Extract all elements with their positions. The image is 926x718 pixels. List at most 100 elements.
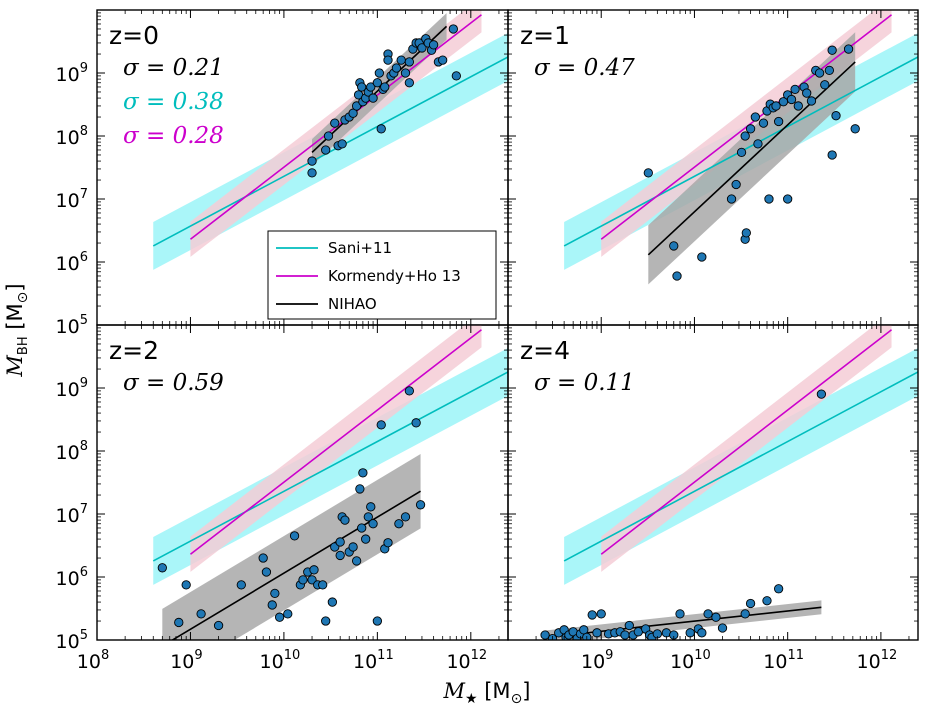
data-point	[391, 63, 402, 73]
y-axis-label-unit-close: ]	[3, 283, 27, 291]
legend: Sani+11 Kormendy+Ho 13 NIHAO	[267, 230, 497, 320]
y-tick-label: 107	[56, 187, 88, 212]
x-tick-label: 1012	[857, 648, 898, 673]
x-tick-label-exponent: 9	[194, 648, 202, 663]
data-point	[736, 147, 747, 158]
data-point	[196, 609, 206, 619]
data-point	[726, 194, 737, 204]
data-point	[669, 241, 679, 251]
data-point	[417, 43, 427, 53]
data-point	[438, 55, 448, 65]
data-point	[318, 580, 328, 590]
x-tick-label-exponent: 9	[605, 648, 613, 663]
data-point	[793, 101, 803, 111]
x-tick-label: 1011	[353, 648, 394, 673]
x-tick-label-base: 10	[763, 651, 787, 673]
data-point	[827, 45, 837, 55]
x-tick-label: 1010	[260, 648, 301, 673]
panel-z-1: z=1 σ = 0.47	[507, 9, 919, 326]
data-point	[321, 616, 331, 626]
x-axis-label-unit-open: [M	[478, 679, 511, 703]
data-point	[814, 68, 825, 78]
data-point	[404, 386, 415, 396]
y-tick-label: 108	[56, 124, 88, 149]
panel-redshift-label: z=0	[109, 21, 159, 50]
data-point	[415, 500, 426, 510]
data-point	[261, 567, 272, 577]
data-point	[685, 628, 695, 638]
data-point	[448, 24, 458, 34]
data-point	[762, 596, 772, 606]
data-point	[672, 271, 682, 281]
data-point	[351, 556, 362, 566]
x-tick-label: 1011	[763, 648, 804, 673]
y-tick-label: 106	[56, 250, 88, 275]
x-tick-label: 109	[581, 648, 613, 673]
x-tick-label: 108	[77, 648, 109, 673]
data-point	[540, 630, 550, 640]
data-point	[596, 609, 606, 619]
data-point	[368, 519, 378, 529]
nihao-relation-line	[170, 490, 421, 640]
nihao-relation-line	[545, 606, 822, 639]
sigma-label: σ = 0.28	[123, 123, 224, 149]
data-point	[274, 612, 285, 622]
x-tick-label-exponent: 11	[377, 648, 394, 663]
x-axis-label-unit-close: ]	[522, 679, 530, 703]
legend-label-nihao: NIHAO	[328, 295, 377, 313]
x-tick-label-base: 10	[353, 651, 377, 673]
data-point	[404, 57, 415, 67]
data-point	[258, 553, 268, 563]
y-tick-label-exponent: 5	[80, 313, 88, 328]
data-point	[366, 502, 376, 512]
y-tick-label-base: 10	[56, 64, 80, 86]
data-point	[366, 82, 376, 92]
data-point	[703, 609, 713, 619]
data-point	[786, 94, 797, 105]
y-axis-label-unit-subscript: ⊙	[15, 292, 31, 304]
y-axis-label-unit-open: [M	[3, 303, 27, 336]
data-point	[368, 93, 378, 103]
data-point	[620, 630, 630, 640]
sani-relation-line	[152, 371, 508, 562]
data-point	[753, 139, 763, 149]
data-point	[827, 150, 837, 160]
data-point	[363, 512, 373, 522]
y-axis-label-subscript: BH	[16, 336, 31, 355]
y-tick-label-base: 10	[56, 631, 80, 653]
data-point	[376, 420, 386, 430]
y-tick-label-base: 10	[56, 316, 80, 338]
y-tick-label-exponent: 7	[80, 187, 88, 202]
x-axis-label: M★ [M⊙]	[442, 679, 530, 707]
data-point	[843, 44, 854, 54]
y-tick-label: 105	[56, 313, 88, 338]
x-axis-label-subscript: ★	[465, 691, 478, 707]
data-point	[330, 118, 340, 128]
sigma-label: σ = 0.38	[123, 89, 224, 115]
y-tick-label-base: 10	[56, 505, 80, 527]
panel-redshift-label: z=2	[109, 336, 159, 365]
y-tick-label-exponent: 8	[80, 439, 88, 454]
data-point	[396, 55, 406, 65]
legend-label-kormendy: Kormendy+Ho 13	[328, 267, 461, 285]
data-point	[181, 580, 191, 590]
x-tick-label-exponent: 11	[787, 648, 804, 663]
data-point	[404, 78, 415, 88]
y-tick-label-base: 10	[56, 568, 80, 590]
sigma-label: σ = 0.59	[123, 370, 224, 396]
data-point	[380, 82, 390, 92]
kormendy-relation-line	[189, 329, 482, 555]
y-tick-label-exponent: 5	[80, 628, 88, 643]
x-tick-label-exponent: 12	[471, 648, 488, 663]
data-point	[740, 609, 750, 619]
data-point	[236, 580, 246, 590]
y-tick-label-exponent: 6	[80, 250, 88, 265]
data-point	[307, 168, 317, 178]
x-tick-label-exponent: 8	[101, 648, 109, 663]
y-tick-label: 108	[56, 439, 88, 464]
data-point	[374, 68, 384, 78]
sani-relation-line	[152, 56, 508, 247]
x-tick-label-base: 10	[170, 651, 194, 673]
x-tick-label-base: 10	[581, 651, 605, 673]
y-tick-label-base: 10	[56, 190, 80, 212]
